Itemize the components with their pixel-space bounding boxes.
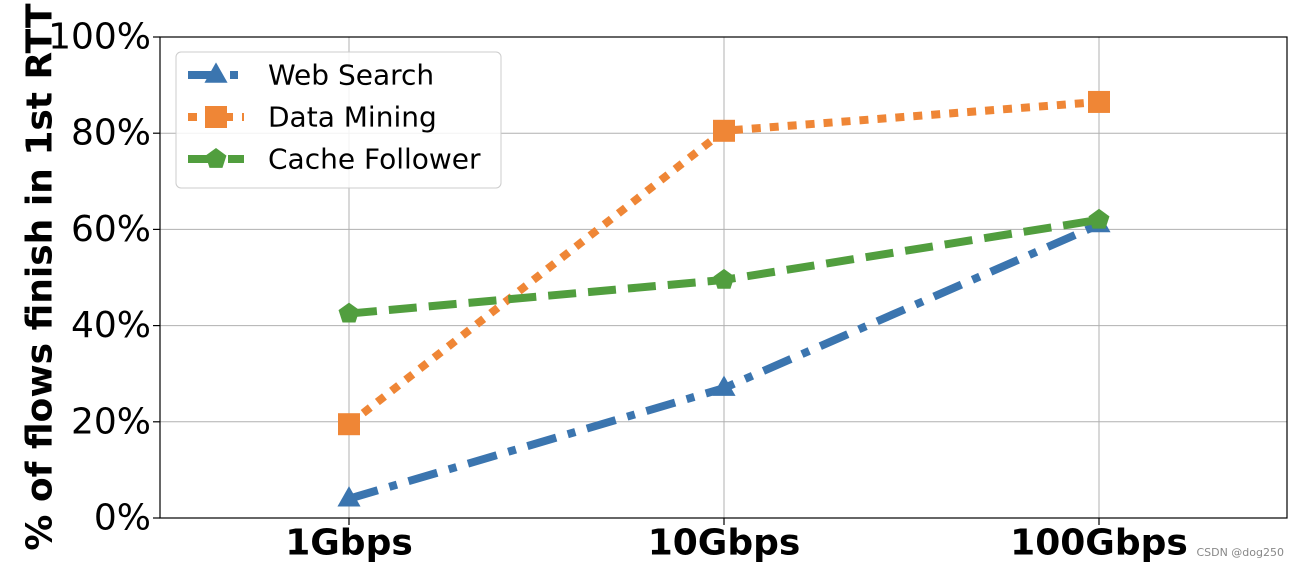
series-cache-follower: [338, 208, 1110, 323]
data-point-web-search: [337, 486, 361, 507]
watermark: CSDN @dog250: [1196, 546, 1284, 559]
y-tick-label: 40%: [71, 305, 151, 346]
data-point-cache-follower: [713, 268, 735, 289]
y-axis-label: % of flows finish in 1st RTT: [20, 3, 61, 551]
legend-marker-cache-follower: [205, 148, 227, 168]
series-data-mining: [338, 90, 1110, 436]
y-tick-label: 80%: [71, 113, 151, 154]
data-point-cache-follower: [338, 302, 360, 323]
legend-item-cache-follower: Cache Follower: [188, 143, 481, 176]
x-tick-label: 1Gbps: [285, 523, 413, 564]
legend-item-data-mining: Data Mining: [188, 101, 437, 134]
x-tick-label: 100Gbps: [1010, 523, 1188, 564]
data-point-data-mining: [338, 413, 360, 436]
legend-marker-data-mining: [205, 106, 227, 128]
legend-box: [175, 51, 502, 189]
legend-label-web-search: Web Search: [268, 59, 434, 92]
legend: Web Search Data Mining Cache Follower: [175, 51, 502, 189]
legend-label-data-mining: Data Mining: [268, 101, 437, 134]
series-layer: [337, 90, 1111, 507]
legend-item-web-search: Web Search: [188, 59, 434, 92]
y-tick-label: 0%: [94, 498, 151, 539]
y-tick-label: 20%: [71, 401, 151, 442]
x-tick-label: 10Gbps: [648, 523, 801, 564]
data-point-data-mining: [713, 119, 735, 142]
legend-marker-web-search: [204, 62, 228, 83]
y-tick-label: 60%: [71, 209, 151, 250]
x-axis-ticks: 1Gbps 10Gbps 100Gbps: [285, 518, 1188, 564]
data-point-cache-follower: [1088, 208, 1110, 229]
y-axis-ticks: 0% 20% 40% 60% 80% 100%: [48, 17, 160, 539]
data-point-data-mining: [1088, 90, 1110, 113]
y-tick-label: 100%: [48, 17, 151, 58]
legend-label-cache-follower: Cache Follower: [268, 143, 481, 176]
data-point-web-search: [712, 375, 736, 396]
